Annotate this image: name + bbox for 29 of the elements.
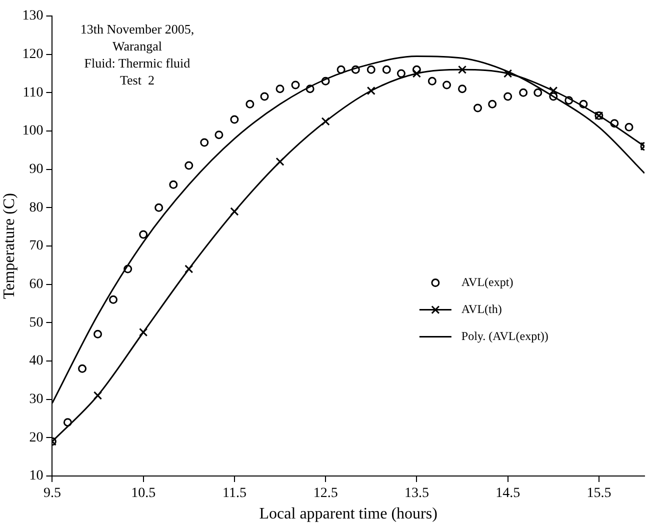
y-tick-label: 120	[22, 47, 44, 62]
x-tick-label: 15.5	[586, 486, 612, 502]
y-tick-label: 10	[29, 468, 44, 484]
y-tick-label: 30	[29, 392, 44, 408]
y-tick-label: 80	[29, 200, 44, 216]
x-axis-title: Local apparent time (hours)	[259, 506, 438, 523]
annotation: Test 2	[120, 72, 154, 88]
x-tick-label: 14.5	[496, 486, 520, 502]
x-tick-label: 13.5	[404, 486, 429, 502]
y-axis-title: Temperature (C)	[0, 193, 18, 299]
y-tick-label: 40	[29, 354, 44, 369]
y-tick-label: 130	[22, 8, 44, 24]
annotation: Warangal	[112, 38, 162, 54]
y-tick-label: 70	[29, 238, 44, 254]
y-tick-label: 60	[29, 277, 44, 292]
x-tick-label: 12.5	[313, 486, 338, 502]
legend-label: AVL(th)	[461, 302, 502, 316]
y-tick-label: 50	[29, 315, 44, 330]
annotation: Fluid: Thermic fluid	[84, 55, 191, 70]
x-tick-label: 11.5	[222, 486, 246, 502]
legend-label: AVL(expt)	[461, 274, 514, 289]
y-tick-label: 110	[22, 85, 44, 100]
x-tick-label: 9.5	[43, 486, 61, 502]
y-tick-label: 20	[29, 430, 44, 446]
y-tick-label: 90	[29, 162, 44, 178]
annotation: 13th November 2005,	[80, 21, 194, 36]
legend-label: Poly. (AVL(expt))	[461, 328, 548, 343]
y-tick-label: 100	[22, 124, 44, 139]
x-tick-label: 10.5	[131, 486, 156, 502]
